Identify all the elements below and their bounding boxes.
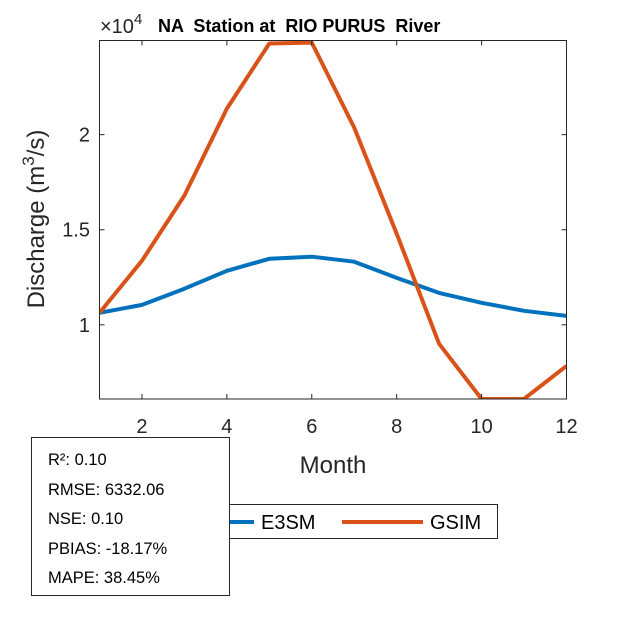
- x-tick-label: 4: [221, 416, 232, 438]
- stat-r2: R²: 0.10: [48, 451, 107, 469]
- y-tick-label: 2: [79, 125, 90, 147]
- x-tick-label: 6: [306, 416, 317, 438]
- y-tick-label: 1: [79, 315, 90, 337]
- stat-rmse: RMSE: 6332.06: [48, 480, 165, 499]
- x-tick-label: 12: [555, 416, 577, 438]
- series-line-e3sm: [99, 254, 567, 318]
- stat-pbias: PBIAS: -18.17%: [48, 539, 168, 558]
- chart-title: NA Station at RIO PURUS River: [158, 16, 440, 36]
- x-tick-label: 10: [470, 416, 492, 438]
- y-axis-label-sup: 3: [19, 156, 38, 165]
- y-axis-label: Discharge (m3/s): [19, 130, 50, 309]
- axes-box: [99, 40, 567, 400]
- stat-nse: NSE: 0.10: [48, 510, 124, 528]
- x-axis-label: Month: [300, 452, 367, 479]
- series-line-gsim: [99, 40, 567, 399]
- y-exponent-label: ×104: [100, 11, 142, 38]
- x-axis-ticks: 2 4 6 8 10 12: [136, 40, 578, 438]
- y-axis-label-tail: /s): [23, 130, 50, 157]
- x-tick-label: 8: [391, 416, 402, 438]
- stat-mape: MAPE: 38.45%: [48, 569, 160, 587]
- y-axis-label-base: Discharge (m: [23, 166, 50, 309]
- y-axis-ticks: 11.52: [62, 125, 567, 337]
- legend-label-e3sm: E3SM: [261, 512, 315, 534]
- legend-label-gsim: GSIM: [430, 512, 481, 534]
- y-exponent-sup: 4: [134, 11, 142, 28]
- statistics-box: R²: 0.10 RMSE: 6332.06 NSE: 0.10 PBIAS: …: [31, 437, 230, 596]
- plot-lines: [99, 40, 567, 399]
- y-tick-label: 1.5: [62, 220, 90, 242]
- x-tick-label: 2: [136, 416, 147, 438]
- y-exponent-base: ×10: [100, 16, 134, 38]
